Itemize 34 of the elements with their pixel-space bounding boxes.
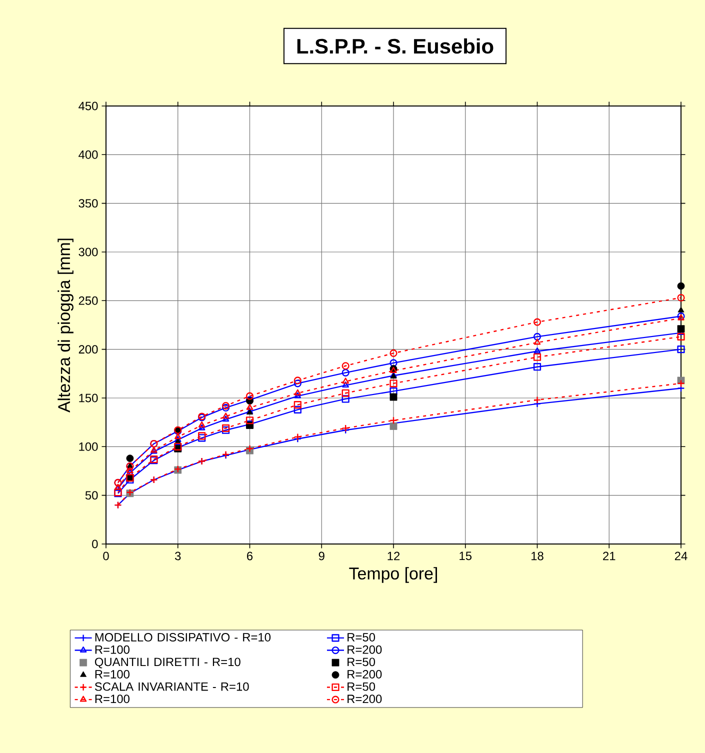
legend-label: R=50 xyxy=(348,682,376,691)
x-tick-label: 6 xyxy=(247,552,253,560)
x-tick-label: 21 xyxy=(603,552,616,560)
y-tick-label: 350 xyxy=(78,199,98,208)
y-tick-label: 50 xyxy=(85,491,98,500)
y-axis-title: Altezza di pioggia [mm] xyxy=(58,238,74,413)
x-tick-label: 18 xyxy=(532,552,544,560)
legend-label: R=50 xyxy=(348,633,376,642)
x-tick-label: 24 xyxy=(674,552,688,560)
legend-label: R=100 xyxy=(95,694,130,704)
legend-label: SCALA INVARIANTE - R=10 xyxy=(94,682,249,691)
y-tick-label: 100 xyxy=(79,442,98,451)
y-tick-label: 200 xyxy=(78,345,98,354)
y-tick-label: 300 xyxy=(78,248,98,256)
y-tick-label: 450 xyxy=(78,102,98,110)
x-tick-label: 3 xyxy=(175,552,181,560)
x-tick-label: 0 xyxy=(103,552,109,560)
legend-label: R=50 xyxy=(348,658,376,666)
legend-label: R=100 xyxy=(95,645,130,654)
x-tick-label: 15 xyxy=(460,552,472,560)
legend-label: R=200 xyxy=(348,645,382,654)
x-axis-title: Tempo [ore] xyxy=(349,567,437,583)
y-tick-label: 400 xyxy=(78,150,98,159)
x-tick-label: 12 xyxy=(388,552,400,560)
legend-label: QUANTILI DIRETTI - R=10 xyxy=(94,658,240,668)
chart-title: L.S.P.P. - S. Eusebio xyxy=(297,38,494,54)
legend-label: R=200 xyxy=(348,694,382,704)
y-tick-label: 250 xyxy=(78,296,98,305)
y-tick-label: 0 xyxy=(92,540,98,548)
legend-label: R=200 xyxy=(348,670,382,678)
legend-label: MODELLO DISSIPATIVO - R=10 xyxy=(95,633,271,642)
y-tick-label: 150 xyxy=(79,394,98,402)
x-tick-label: 9 xyxy=(318,552,324,560)
legend-label: R=100 xyxy=(95,670,130,678)
